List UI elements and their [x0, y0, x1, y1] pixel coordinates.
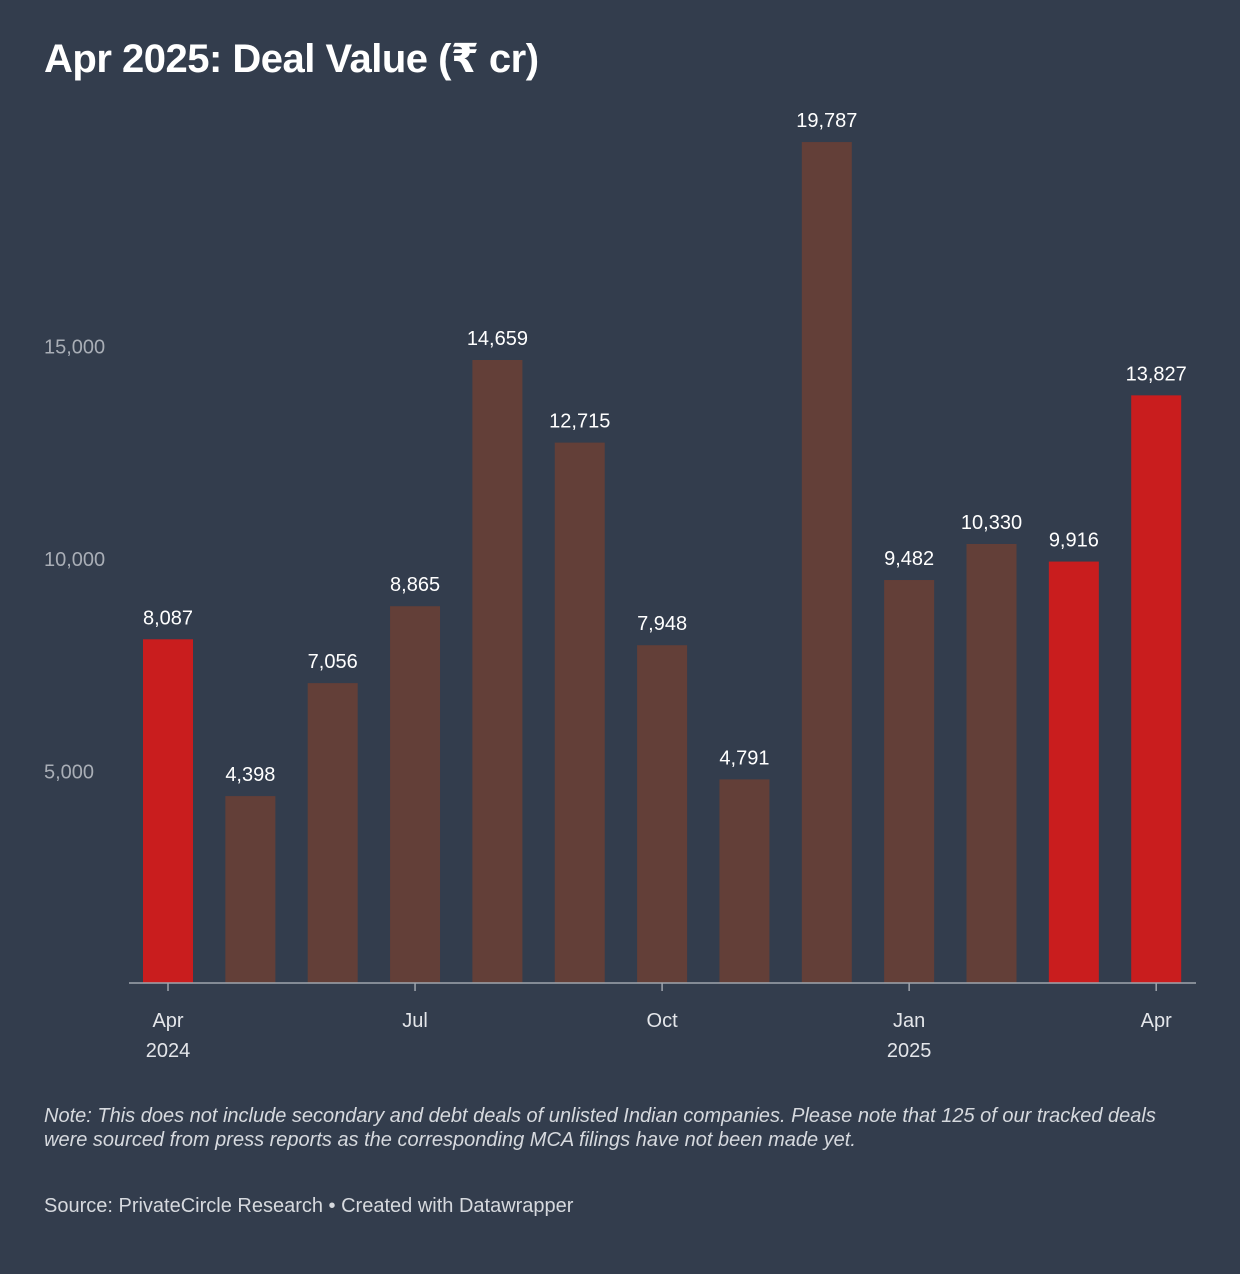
bar: [472, 359, 523, 983]
x-tick-year-label: 2025: [887, 1040, 932, 1062]
x-tick-label: Apr: [1141, 1010, 1172, 1032]
bar-value-label: 8,865: [390, 574, 440, 596]
bar: [1048, 561, 1099, 983]
bar-value-label: 9,916: [1049, 530, 1099, 552]
bar: [966, 543, 1017, 983]
bar-value-label: 9,482: [884, 548, 934, 570]
bar: [307, 683, 358, 983]
bar-value-label: 12,715: [549, 411, 610, 433]
chart-title: Apr 2025: Deal Value (₹ cr): [44, 37, 539, 81]
x-tick-label: Jan: [893, 1010, 925, 1032]
chart-note: Note: This does not include secondary an…: [44, 1105, 1156, 1151]
x-tick-label: Jul: [402, 1010, 428, 1032]
bar: [637, 645, 688, 983]
bar: [884, 580, 935, 983]
bar-value-label: 10,330: [961, 512, 1022, 534]
y-tick-label: 15,000: [44, 337, 105, 359]
bar-chart: 5,000 10,000 15,000 8,087 4,398 7,056 8,865 14,…: [44, 110, 1196, 1062]
bar-value-label: 7,056: [308, 651, 358, 673]
bar-value-label: 13,827: [1126, 363, 1187, 385]
bar: [801, 142, 852, 984]
bar-value-label: 19,787: [796, 110, 857, 132]
bar-value-label: 7,948: [637, 613, 687, 635]
bar-value-label: 8,087: [143, 607, 193, 629]
bar: [719, 779, 770, 983]
bar: [554, 442, 605, 983]
bar-value-label: 4,791: [719, 747, 769, 769]
bar-value-label: 14,659: [467, 328, 528, 350]
bar: [390, 606, 441, 983]
x-tick-label: Apr: [152, 1010, 183, 1032]
bar: [1131, 395, 1182, 983]
x-tick-year-label: 2024: [146, 1040, 191, 1062]
chart-source: Source: PrivateCircle Research • Created…: [44, 1195, 574, 1217]
y-tick-label: 10,000: [44, 549, 105, 571]
bar: [143, 639, 193, 983]
bar-value-label: 4,398: [225, 764, 275, 786]
x-tick-label: Oct: [647, 1010, 679, 1032]
y-tick-label: 5,000: [44, 762, 94, 784]
bar: [225, 796, 276, 983]
